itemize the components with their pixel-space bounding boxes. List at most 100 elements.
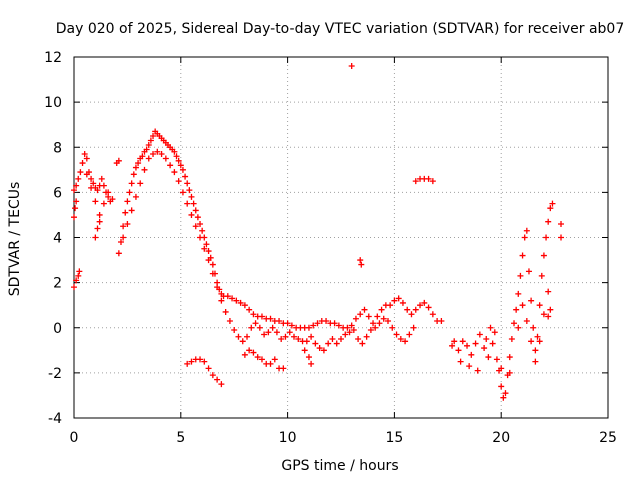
data-point <box>545 288 552 295</box>
data-point <box>209 270 216 277</box>
data-point <box>515 324 522 331</box>
data-point <box>525 268 532 275</box>
data-point <box>472 340 479 347</box>
data-point <box>105 189 112 196</box>
data-point <box>301 347 308 354</box>
data-point <box>545 218 552 225</box>
data-point <box>329 336 336 343</box>
data-point <box>500 394 507 401</box>
data-point <box>464 342 471 349</box>
data-point <box>254 354 261 361</box>
data-point <box>348 322 355 329</box>
data-point <box>209 372 216 379</box>
data-point <box>517 272 524 279</box>
grid <box>74 57 608 418</box>
data-point <box>412 178 419 185</box>
data-point <box>515 290 522 297</box>
data-point <box>350 327 357 334</box>
data-point <box>333 340 340 347</box>
data-point <box>506 354 513 361</box>
data-point <box>205 257 212 264</box>
data-point <box>344 324 351 331</box>
data-point <box>201 245 208 252</box>
data-point <box>493 356 500 363</box>
data-point <box>547 205 554 212</box>
data-point <box>72 205 79 212</box>
data-point <box>363 333 370 340</box>
data-point <box>158 151 165 158</box>
data-point <box>81 151 88 158</box>
data-point <box>316 345 323 352</box>
data-point <box>83 155 90 162</box>
data-point <box>342 331 349 338</box>
data-point <box>226 317 233 324</box>
data-point <box>323 317 330 324</box>
data-point <box>218 297 225 304</box>
data-point <box>92 234 99 241</box>
x-tick-label: 0 <box>70 430 79 446</box>
data-point <box>267 315 274 322</box>
data-point <box>132 193 139 200</box>
data-point <box>408 311 415 318</box>
data-point <box>109 196 116 203</box>
data-point <box>288 322 295 329</box>
data-point <box>374 313 381 320</box>
data-point <box>358 261 365 268</box>
data-point <box>481 345 488 352</box>
data-point <box>141 166 148 173</box>
data-point <box>530 324 537 331</box>
data-point <box>361 306 368 313</box>
data-point <box>498 383 505 390</box>
y-tick-label: -4 <box>48 411 62 427</box>
data-point <box>528 338 535 345</box>
data-points <box>71 63 565 401</box>
data-point <box>536 338 543 345</box>
data-point <box>261 331 268 338</box>
data-point <box>314 320 321 327</box>
data-point <box>320 347 327 354</box>
data-point <box>194 214 201 221</box>
data-point <box>258 313 265 320</box>
data-point <box>201 358 208 365</box>
series-dip-branch <box>241 347 315 372</box>
data-point <box>184 180 191 187</box>
data-point <box>184 360 191 367</box>
data-point <box>421 299 428 306</box>
data-point <box>150 132 157 139</box>
data-point <box>100 200 107 207</box>
data-point <box>75 175 82 182</box>
data-point <box>128 207 135 214</box>
data-point <box>231 327 238 334</box>
data-point <box>192 223 199 230</box>
data-point <box>399 299 406 306</box>
data-point <box>235 333 242 340</box>
data-point <box>508 336 515 343</box>
data-point <box>410 324 417 331</box>
data-point <box>205 365 212 372</box>
data-point <box>188 193 195 200</box>
data-point <box>175 157 182 164</box>
data-point <box>540 252 547 259</box>
data-point <box>487 324 494 331</box>
data-point <box>98 175 105 182</box>
series-main <box>71 128 445 331</box>
data-point <box>378 306 385 313</box>
data-point <box>120 234 127 241</box>
data-point <box>438 317 445 324</box>
data-point <box>521 234 528 241</box>
data-point <box>79 160 86 167</box>
data-point <box>335 322 342 329</box>
data-point <box>412 306 419 313</box>
data-point <box>325 340 332 347</box>
data-point <box>73 198 80 205</box>
data-point <box>451 338 458 345</box>
data-point <box>282 333 289 340</box>
data-point <box>100 182 107 189</box>
data-point <box>88 184 95 191</box>
data-point <box>519 302 526 309</box>
data-point <box>171 148 178 155</box>
data-point <box>558 220 565 227</box>
data-point <box>534 333 541 340</box>
data-point <box>179 166 186 173</box>
data-point <box>113 160 120 167</box>
